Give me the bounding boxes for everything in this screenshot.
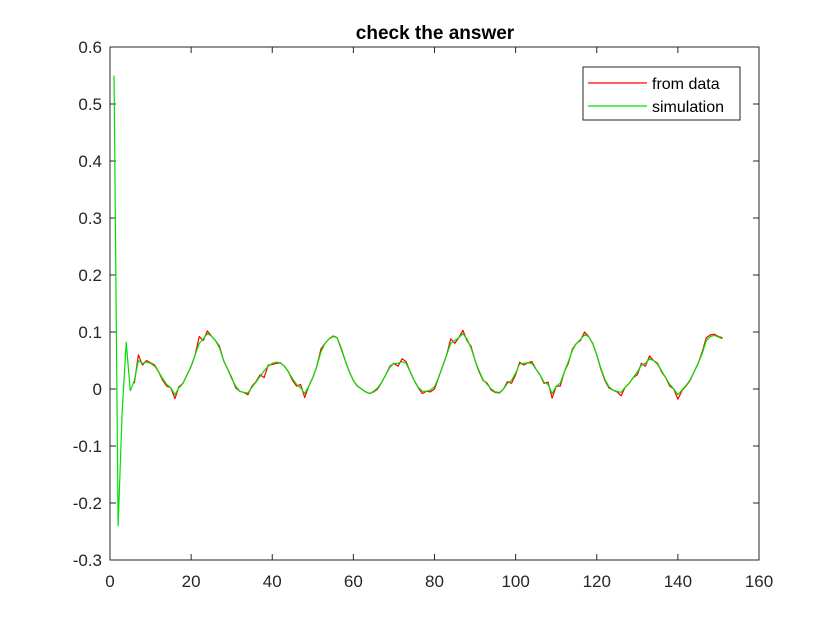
axis-ticks <box>109 46 760 561</box>
series-lines <box>113 75 723 527</box>
y-tick-label: 0.1 <box>78 323 102 342</box>
series-line-simulation <box>113 75 723 527</box>
y-tick-label: 0.5 <box>78 95 102 114</box>
x-tick-label: 60 <box>344 572 363 591</box>
y-tick-label: 0 <box>93 380 102 399</box>
x-axis-tick-labels: 0 20 40 60 80 100 120 140 160 <box>105 572 773 591</box>
x-tick-label: 100 <box>501 572 529 591</box>
y-tick-label: -0.2 <box>73 494 102 513</box>
x-tick-label: 120 <box>583 572 611 591</box>
chart-title: check the answer <box>356 23 515 44</box>
legend-label-simulation: simulation <box>652 99 724 116</box>
y-tick-label: -0.1 <box>73 437 102 456</box>
x-tick-label: 80 <box>425 572 444 591</box>
x-tick-label: 140 <box>664 572 692 591</box>
legend: from data simulation <box>582 66 741 121</box>
y-tick-label: 0.4 <box>78 152 102 171</box>
x-tick-label: 40 <box>263 572 282 591</box>
x-tick-label: 20 <box>182 572 201 591</box>
y-axis-tick-labels: -0.3 -0.2 -0.1 0 0.1 0.2 0.3 0.4 0.5 0.6 <box>73 38 102 570</box>
y-tick-label: 0.6 <box>78 38 102 57</box>
legend-label-from-data: from data <box>652 76 720 93</box>
legend-box <box>582 66 741 121</box>
plot-area <box>109 46 760 561</box>
y-tick-label: 0.2 <box>78 266 102 285</box>
y-tick-label: 0.3 <box>78 209 102 228</box>
y-tick-label: -0.3 <box>73 551 102 570</box>
x-tick-label: 160 <box>745 572 773 591</box>
x-tick-label: 0 <box>105 572 114 591</box>
